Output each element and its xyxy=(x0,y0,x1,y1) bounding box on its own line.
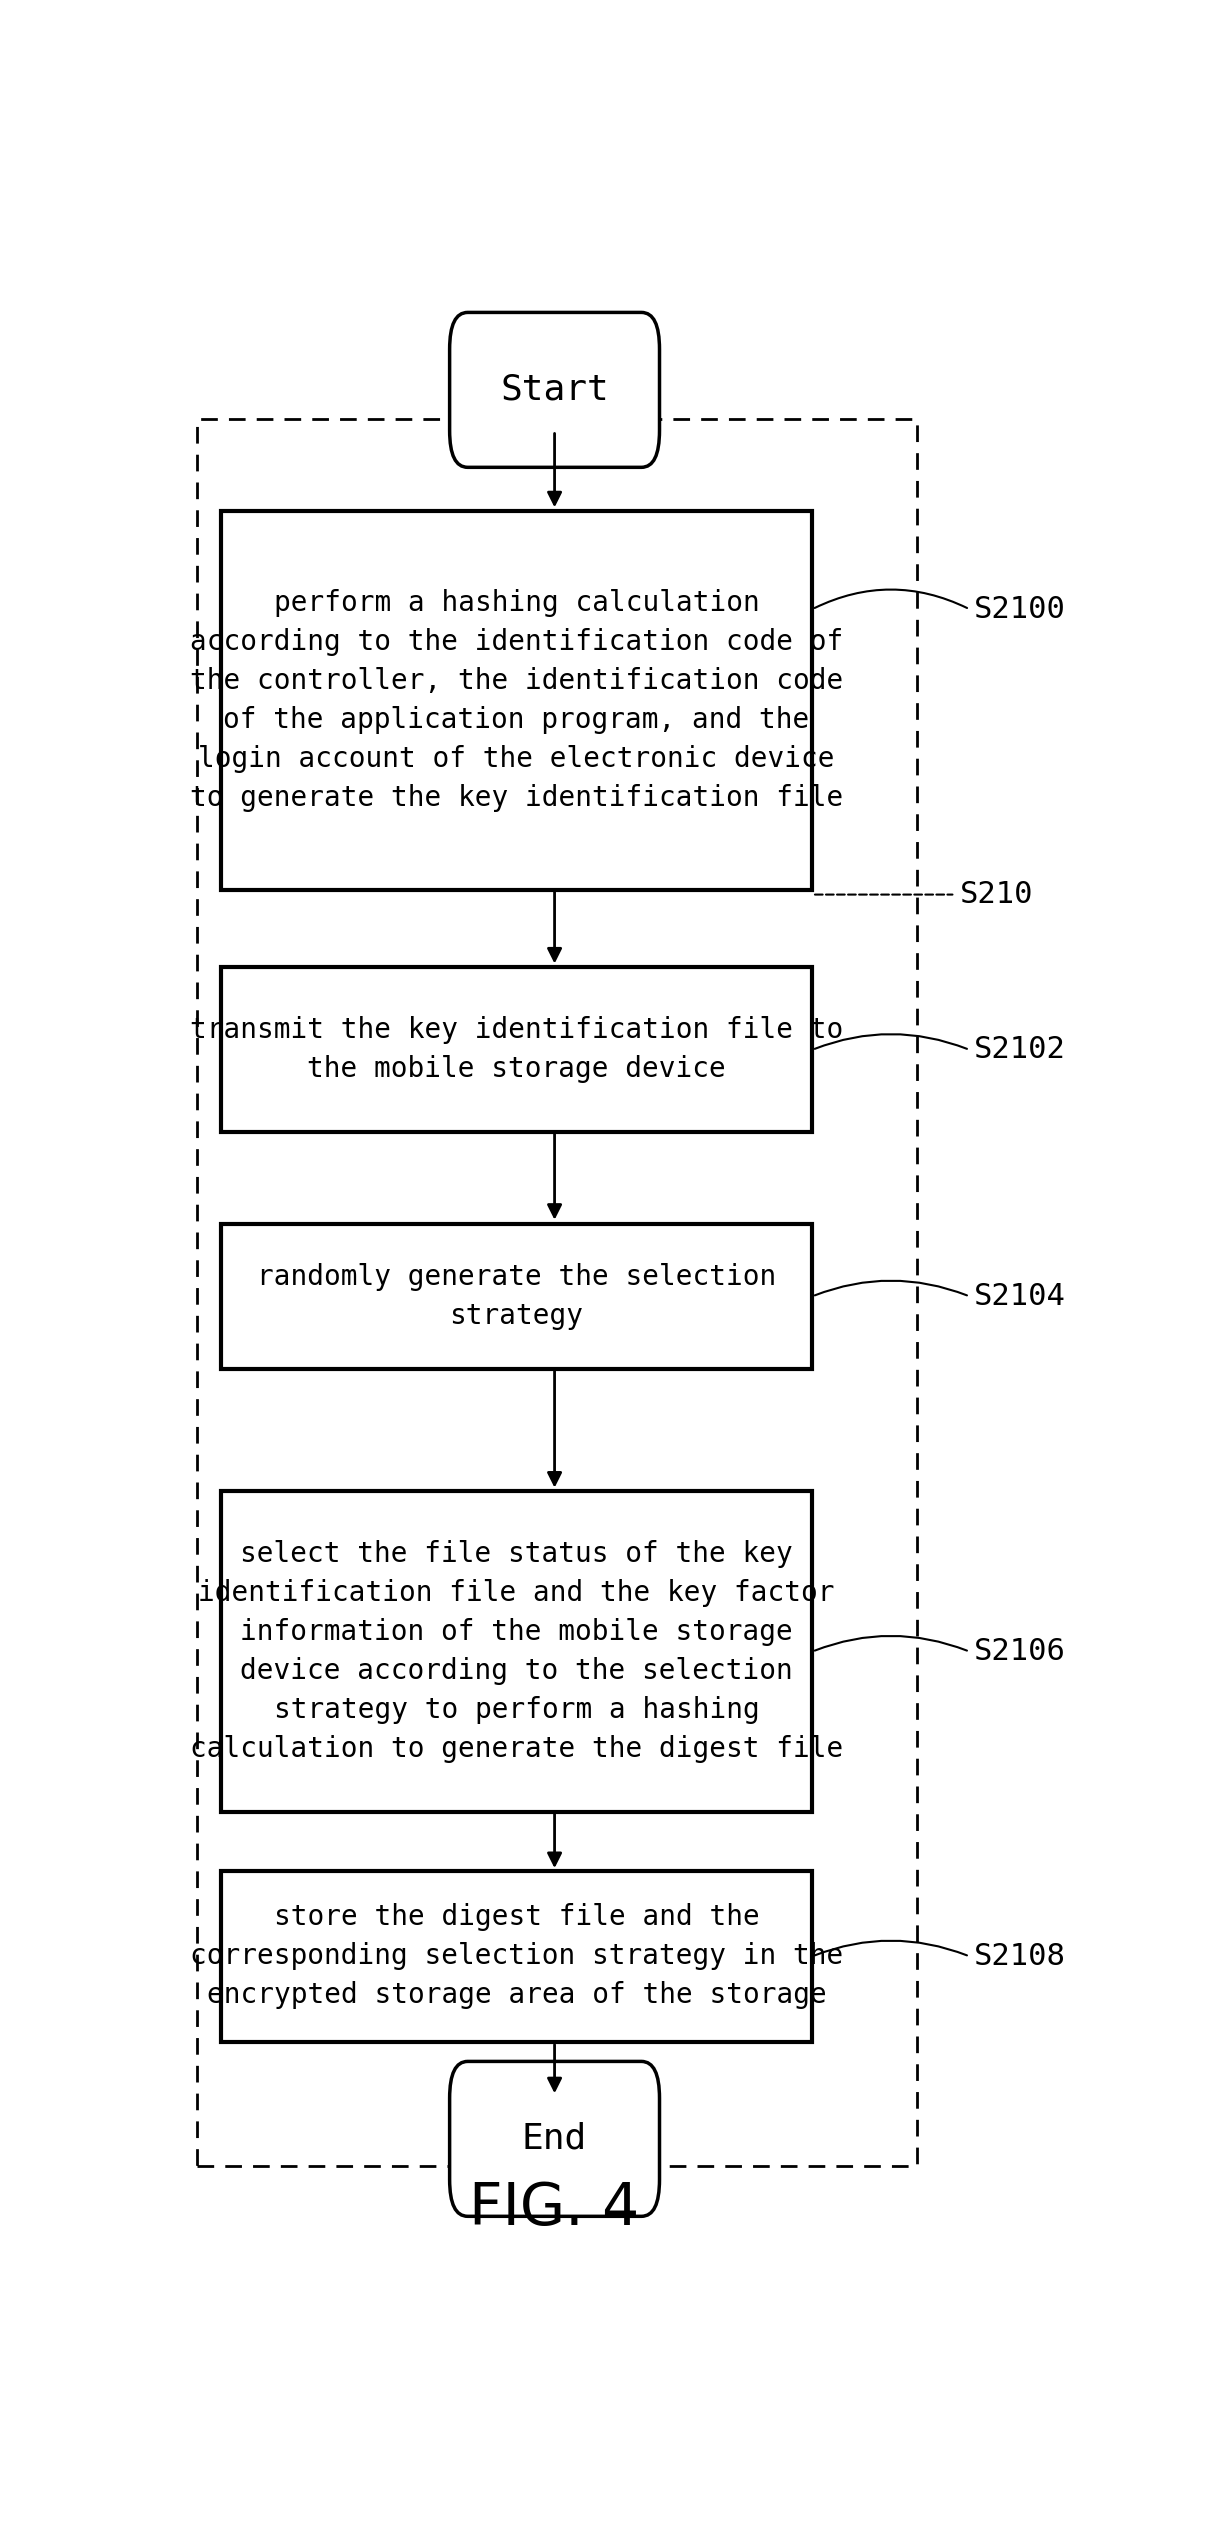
Text: store the digest file and the
corresponding selection strategy in the
encrypted : store the digest file and the correspond… xyxy=(190,1903,843,2009)
Text: select the file status of the key
identification file and the key factor
informa: select the file status of the key identi… xyxy=(190,1540,843,1762)
Text: randomly generate the selection
strategy: randomly generate the selection strategy xyxy=(257,1263,776,1331)
Text: S2102: S2102 xyxy=(975,1036,1066,1064)
Text: S2104: S2104 xyxy=(975,1281,1066,1311)
FancyBboxPatch shape xyxy=(449,2062,660,2216)
Text: S2108: S2108 xyxy=(975,1941,1066,1971)
Text: transmit the key identification file to
the mobile storage device: transmit the key identification file to … xyxy=(190,1016,843,1084)
FancyBboxPatch shape xyxy=(449,313,660,466)
Text: S210: S210 xyxy=(960,880,1034,910)
Text: FIG. 4: FIG. 4 xyxy=(469,2181,640,2236)
FancyBboxPatch shape xyxy=(220,1871,812,2042)
FancyBboxPatch shape xyxy=(220,1492,812,1813)
Text: S2106: S2106 xyxy=(975,1636,1066,1666)
FancyBboxPatch shape xyxy=(220,1223,812,1369)
Text: S2100: S2100 xyxy=(975,595,1066,623)
Text: End: End xyxy=(522,2123,587,2155)
Text: perform a hashing calculation
according to the identification code of
the contro: perform a hashing calculation according … xyxy=(190,590,843,812)
FancyBboxPatch shape xyxy=(220,512,812,890)
FancyBboxPatch shape xyxy=(220,968,812,1132)
Text: Start: Start xyxy=(500,373,609,406)
